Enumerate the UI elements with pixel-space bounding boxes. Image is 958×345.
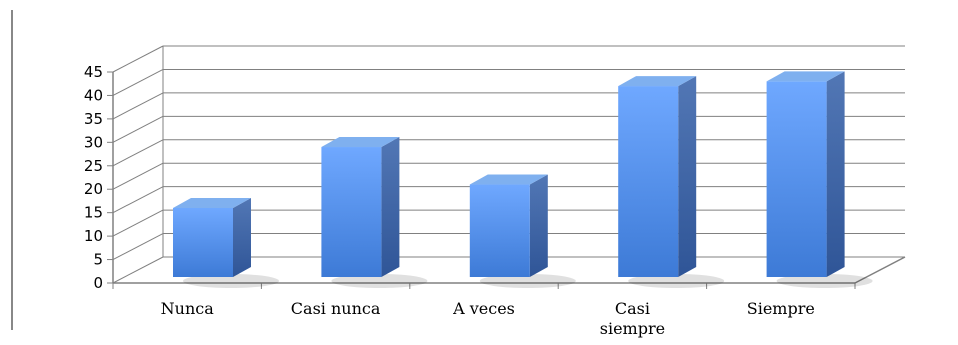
category-label: Casi nunca: [291, 299, 381, 318]
gridline-depth: [112, 209, 164, 237]
bar-top: [173, 197, 251, 208]
y-tick-label: 30: [84, 133, 103, 151]
bar-top: [321, 137, 400, 148]
bar-front: [618, 86, 679, 277]
bar: [321, 137, 400, 277]
bar-side: [381, 137, 400, 277]
axes: [107, 71, 906, 289]
bar-front: [469, 184, 530, 277]
y-tick-label: 0: [93, 274, 103, 292]
category-label: Nunca: [161, 299, 215, 318]
gridline-depth: [112, 186, 164, 214]
category-label: Siempre: [747, 299, 815, 318]
y-tick-label: 35: [84, 110, 103, 128]
gridline-depth: [112, 139, 164, 167]
bar-shadow: [331, 274, 428, 288]
y-tick-label: 40: [84, 86, 103, 104]
bar-top: [469, 174, 548, 185]
bar-top: [618, 76, 697, 87]
bar-shadows: [183, 274, 873, 288]
gridline-depth: [112, 256, 164, 284]
gridline-depth: [112, 92, 164, 120]
bar-shadow: [183, 274, 279, 288]
category-label: Casi: [615, 299, 650, 318]
y-tick-label: 20: [84, 180, 103, 198]
y-axis-tick-labels: 0 5 10 15 20 25 30 35 40 45: [84, 63, 103, 292]
y-tick-label: 15: [84, 204, 103, 222]
bar-side: [826, 71, 845, 277]
bar-side: [678, 76, 697, 277]
bar-top: [766, 71, 845, 82]
y-tick-label: 45: [84, 63, 103, 81]
floor-edge: [854, 256, 906, 284]
bar: [173, 197, 251, 277]
bar-front: [766, 81, 827, 277]
bar: [618, 76, 697, 277]
gridline-depth: [112, 45, 164, 73]
bar: [469, 174, 548, 277]
y-tick-label: 5: [93, 251, 103, 269]
bars: [173, 71, 845, 277]
bar-shadow: [479, 274, 576, 288]
bar-front: [173, 207, 233, 277]
bar-shadow: [776, 274, 873, 288]
category-label: siempre: [600, 319, 665, 338]
gridline-depth: [112, 233, 164, 260]
y-tick-label: 25: [84, 157, 103, 175]
category-label: A veces: [452, 299, 515, 318]
bar-shadow: [628, 274, 725, 288]
bar-side: [529, 174, 548, 277]
y-tick-label: 10: [84, 227, 103, 245]
bar-side: [233, 197, 251, 277]
gridline-depth: [112, 115, 164, 143]
bar-front: [321, 147, 382, 277]
gridline-depth: [112, 69, 164, 96]
bar: [766, 71, 845, 277]
gridline-depth: [112, 162, 164, 190]
